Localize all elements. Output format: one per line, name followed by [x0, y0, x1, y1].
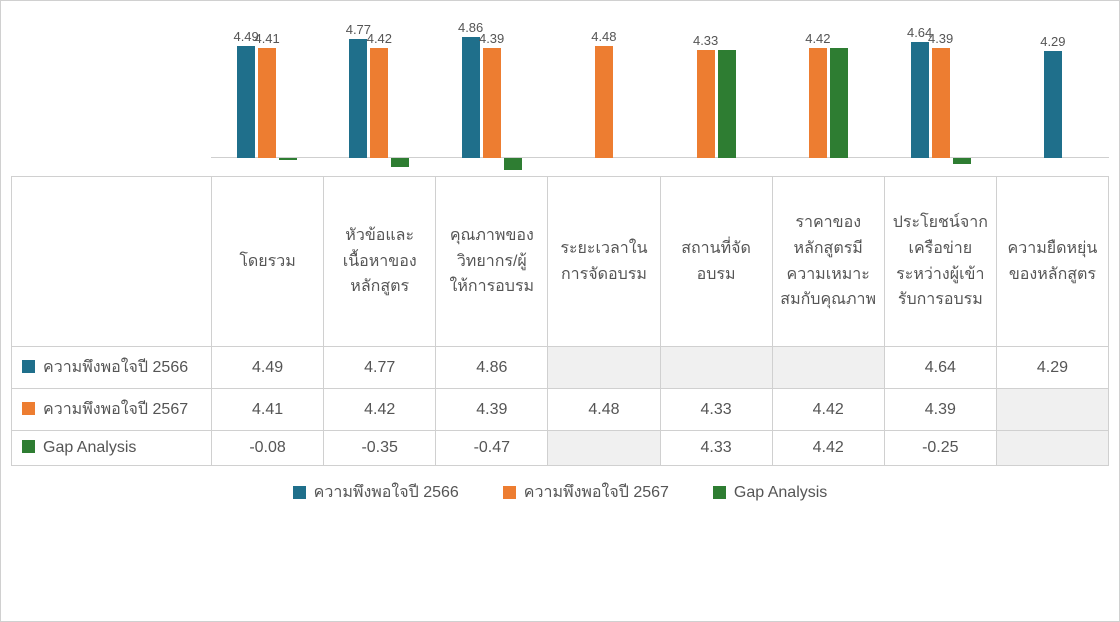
- legend-item: Gap Analysis: [713, 484, 827, 502]
- bar: 4.39: [483, 48, 501, 158]
- table-cell: [996, 389, 1108, 431]
- legend-item: ความพึงพอใจปี 2566: [293, 480, 459, 505]
- bar-value-label: 4.41: [254, 31, 279, 46]
- bar: 4.39: [932, 48, 950, 158]
- series-marker-icon: [22, 402, 35, 415]
- legend-label: ความพึงพอใจปี 2567: [524, 480, 669, 505]
- chart-category: 4.774.42: [323, 11, 435, 176]
- bar: 4.64: [911, 42, 929, 158]
- table-cell: 4.48: [548, 389, 660, 431]
- chart-category: 4.48: [548, 11, 660, 176]
- table-cell: 4.39: [884, 389, 996, 431]
- table-cell: [548, 347, 660, 389]
- series-marker-icon: [22, 440, 35, 453]
- bar: 4.77: [349, 39, 367, 158]
- chart-container: 4.494.414.774.424.864.394.484.334.424.64…: [0, 0, 1120, 622]
- table-cell: 4.42: [324, 389, 436, 431]
- row-label: Gap Analysis: [12, 431, 212, 466]
- table-cell: -0.25: [884, 431, 996, 466]
- table-cell: 4.33: [660, 389, 772, 431]
- column-header: ประโยชน์จากเครือข่ายระหว่างผู้เข้ารับการ…: [884, 177, 996, 347]
- bar: 4.86: [462, 37, 480, 159]
- legend-item: ความพึงพอใจปี 2567: [503, 480, 669, 505]
- table-cell: [660, 347, 772, 389]
- table-cell: 4.49: [212, 347, 324, 389]
- row-label-text: ความพึงพอใจปี 2566: [43, 359, 188, 376]
- bar-value-label: 4.39: [479, 31, 504, 46]
- bar: 4.49: [237, 46, 255, 158]
- row-label: ความพึงพอใจปี 2567: [12, 389, 212, 431]
- bar: 4.41: [258, 48, 276, 158]
- column-header: ระยะเวลาในการจัดอบรม: [548, 177, 660, 347]
- chart-cells: 4.494.414.774.424.864.394.484.334.424.64…: [211, 11, 1109, 176]
- column-header: สถานที่จัดอบรม: [660, 177, 772, 347]
- table-cell: [772, 347, 884, 389]
- bar: 4.42: [809, 48, 827, 159]
- bar-value-label: 4.42: [805, 31, 830, 46]
- table-cell: 4.86: [436, 347, 548, 389]
- bar-chart: 4.494.414.774.424.864.394.484.334.424.64…: [11, 11, 1109, 176]
- table-cell: -0.47: [436, 431, 548, 466]
- table-cell: [548, 431, 660, 466]
- table-cell: 4.33: [660, 431, 772, 466]
- bar-value-label: 4.39: [928, 31, 953, 46]
- bar: [718, 50, 736, 158]
- bar-value-label: 4.42: [367, 31, 392, 46]
- legend-label: ความพึงพอใจปี 2566: [314, 480, 459, 505]
- row-label: ความพึงพอใจปี 2566: [12, 347, 212, 389]
- legend: ความพึงพอใจปี 2566 ความพึงพอใจปี 2567 Gap …: [11, 466, 1109, 515]
- column-header: หัวข้อและเนื้อหาของหลักสูตร: [324, 177, 436, 347]
- legend-marker-icon: [503, 486, 516, 499]
- chart-category: 4.33: [660, 11, 772, 176]
- chart-spacer: [11, 11, 211, 176]
- bar-value-label: 4.29: [1040, 34, 1065, 49]
- table-cell: -0.08: [212, 431, 324, 466]
- chart-category: 4.29: [997, 11, 1109, 176]
- legend-marker-icon: [713, 486, 726, 499]
- bar: 4.42: [370, 48, 388, 159]
- table-cell: 4.29: [996, 347, 1108, 389]
- column-header: คุณภาพของวิทยากร/ผู้ให้การอบรม: [436, 177, 548, 347]
- table-cell: 4.77: [324, 347, 436, 389]
- row-label-text: Gap Analysis: [43, 439, 136, 456]
- row-label-text: ความพึงพอใจปี 2567: [43, 401, 188, 418]
- table-corner: [12, 177, 212, 347]
- chart-category: 4.864.39: [436, 11, 548, 176]
- table-row: ความพึงพอใจปี 2566 4.494.774.86 4.644.29: [12, 347, 1109, 389]
- bar: 4.29: [1044, 51, 1062, 158]
- bar-value-label: 4.48: [591, 29, 616, 44]
- column-header: ความยืดหยุ่นของหลักสูตร: [996, 177, 1108, 347]
- table-cell: 4.39: [436, 389, 548, 431]
- table-cell: 4.42: [772, 389, 884, 431]
- chart-category: 4.42: [772, 11, 884, 176]
- data-table: โดยรวมหัวข้อและเนื้อหาของหลักสูตรคุณภาพข…: [11, 176, 1109, 466]
- table-header-row: โดยรวมหัวข้อและเนื้อหาของหลักสูตรคุณภาพข…: [12, 177, 1109, 347]
- chart-category: 4.494.41: [211, 11, 323, 176]
- table-cell: 4.64: [884, 347, 996, 389]
- legend-marker-icon: [293, 486, 306, 499]
- legend-label: Gap Analysis: [734, 484, 827, 502]
- column-header: โดยรวม: [212, 177, 324, 347]
- bar: 4.33: [697, 50, 715, 158]
- table-row: ความพึงพอใจปี 25674.414.424.394.484.334.…: [12, 389, 1109, 431]
- table-row: Gap Analysis -0.08-0.35-0.47 4.334.42-0.25: [12, 431, 1109, 466]
- table-cell: [996, 431, 1108, 466]
- table-cell: -0.35: [324, 431, 436, 466]
- bar: 4.48: [595, 46, 613, 158]
- chart-category: 4.644.39: [885, 11, 997, 176]
- table-cell: 4.41: [212, 389, 324, 431]
- bar-value-label: 4.33: [693, 33, 718, 48]
- table-cell: 4.42: [772, 431, 884, 466]
- bar: [830, 48, 848, 159]
- column-header: ราคาของหลักสูตรมีความเหมาะสมกับคุณภาพ: [772, 177, 884, 347]
- series-marker-icon: [22, 360, 35, 373]
